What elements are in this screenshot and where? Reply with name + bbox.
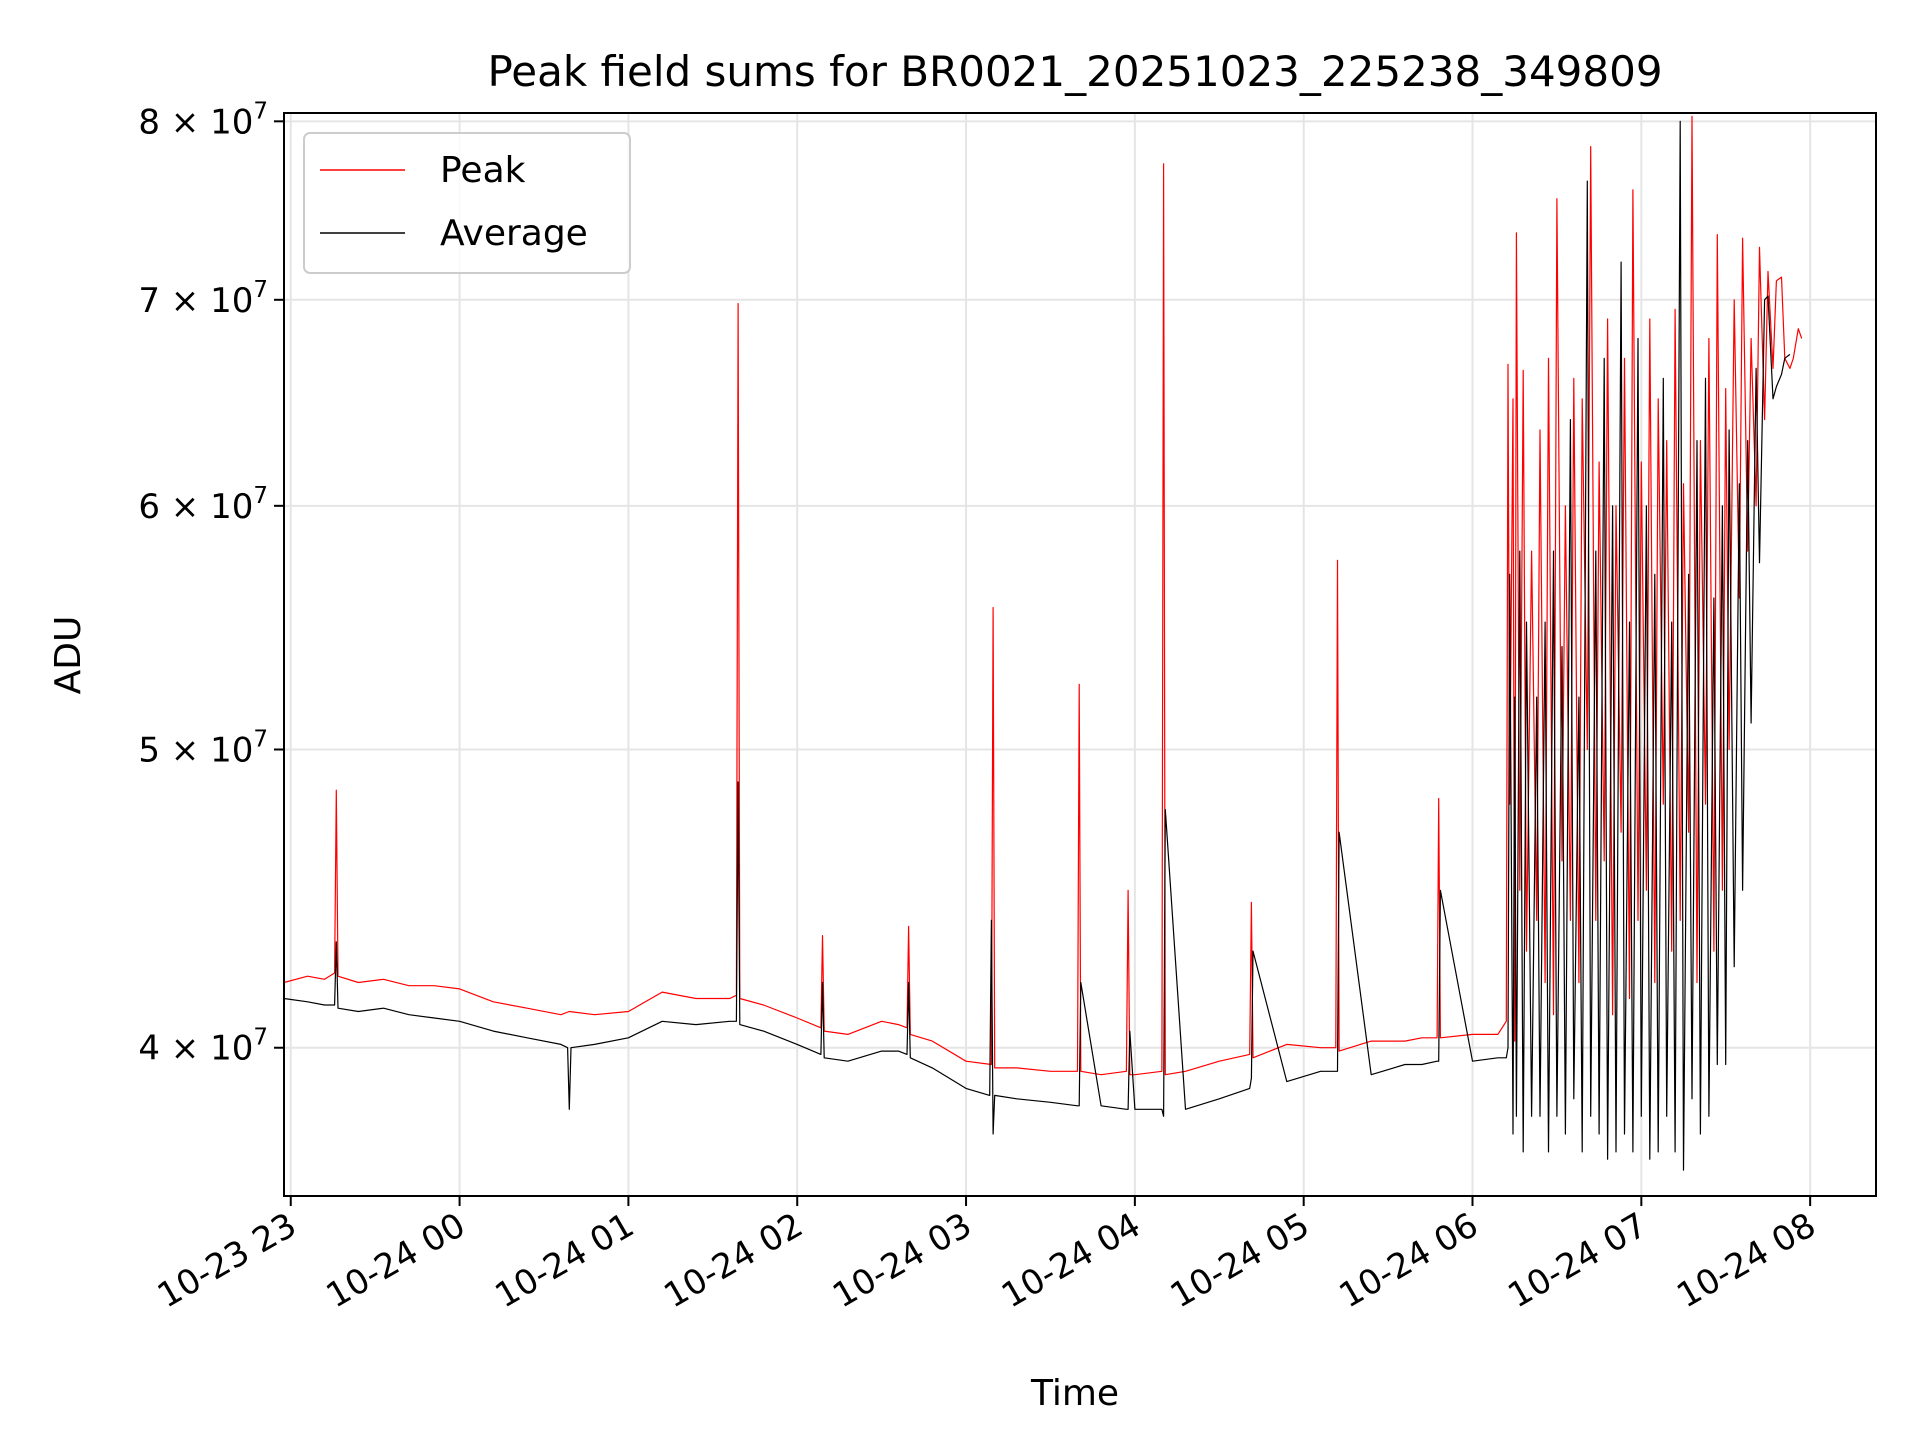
y-axis: 4 × 107 5 × 107 6 × 107 7 × 107 8 × 107 [138, 98, 284, 1069]
y-tick-label: 7 × 107 [138, 277, 268, 321]
plot-frame [283, 112, 1877, 1197]
y-tick-label: 8 × 107 [138, 98, 268, 142]
series-peak-line [283, 115, 1803, 1076]
y-tick-label: 5 × 107 [138, 726, 268, 770]
x-axis-label: Time [1030, 1373, 1119, 1414]
y-tick-label: 4 × 107 [138, 1025, 268, 1069]
legend-label-peak: Peak [440, 150, 526, 191]
chart-title: Peak field sums for BR0021_20251023_2252… [487, 47, 1662, 96]
legend: Peak Average [303, 132, 631, 274]
series-average-line [283, 120, 1791, 1171]
y-tick-label: 6 × 107 [138, 483, 268, 527]
y-axis-label: ADU [48, 616, 89, 695]
legend-box [303, 132, 631, 274]
series-layer [283, 115, 1803, 1171]
legend-label-average: Average [440, 213, 588, 254]
